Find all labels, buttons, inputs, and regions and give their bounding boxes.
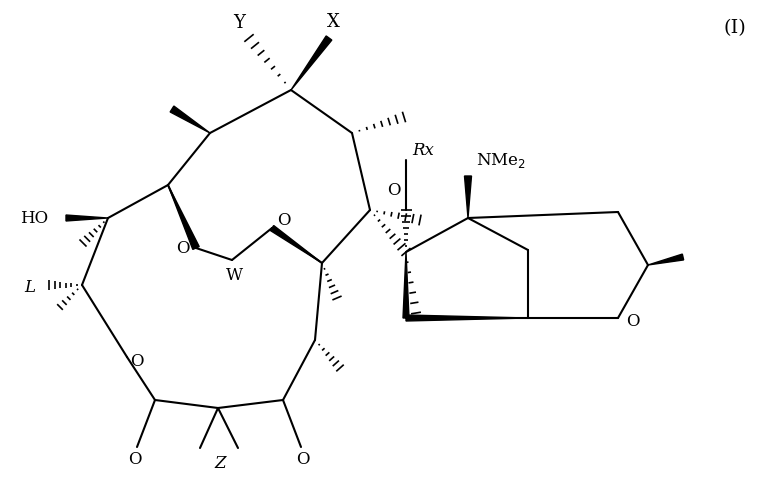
Text: O: O bbox=[277, 211, 291, 228]
Text: Z: Z bbox=[215, 454, 225, 471]
Polygon shape bbox=[168, 185, 199, 249]
Text: HO: HO bbox=[20, 209, 48, 226]
Polygon shape bbox=[403, 252, 409, 318]
Polygon shape bbox=[66, 215, 108, 221]
Text: L: L bbox=[24, 279, 35, 296]
Text: O: O bbox=[626, 313, 639, 330]
Polygon shape bbox=[270, 225, 322, 263]
Text: W: W bbox=[225, 267, 242, 284]
Text: X: X bbox=[327, 13, 340, 31]
Text: Y: Y bbox=[233, 14, 245, 32]
Polygon shape bbox=[291, 36, 332, 90]
Text: O: O bbox=[388, 181, 401, 198]
Polygon shape bbox=[170, 106, 210, 133]
Text: Rx: Rx bbox=[412, 141, 434, 158]
Polygon shape bbox=[406, 315, 528, 321]
Text: O: O bbox=[296, 451, 310, 468]
Polygon shape bbox=[465, 176, 472, 218]
Text: (I): (I) bbox=[723, 19, 747, 37]
Text: O: O bbox=[176, 239, 190, 257]
Text: O: O bbox=[128, 451, 142, 468]
Polygon shape bbox=[648, 254, 684, 265]
Text: O: O bbox=[130, 354, 144, 371]
Text: NMe$_2$: NMe$_2$ bbox=[476, 150, 526, 169]
